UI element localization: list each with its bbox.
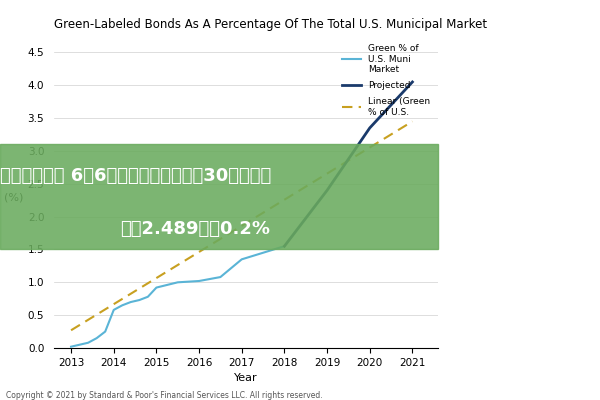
Text: Copyright © 2021 by Standard & Poor's Financial Services LLC. All rights reserve: Copyright © 2021 by Standard & Poor's Fi… bbox=[6, 391, 323, 400]
Text: 净値2.489，跴0.2%: 净値2.489，跴0.2% bbox=[120, 220, 270, 238]
Text: Green-Labeled Bonds As A Percentage Of The Total U.S. Municipal Market: Green-Labeled Bonds As A Percentage Of T… bbox=[54, 18, 487, 31]
Text: 十大配资推荐 6月6日基金净値：宝盈科30混合最新: 十大配资推荐 6月6日基金净値：宝盈科30混合最新 bbox=[0, 167, 271, 185]
Y-axis label: (%): (%) bbox=[4, 192, 23, 202]
X-axis label: Year: Year bbox=[234, 373, 258, 383]
Legend: Green % of
U.S. Muni
Market, Projected, Linear (Green
% of U.S.: Green % of U.S. Muni Market, Projected, … bbox=[339, 40, 433, 120]
